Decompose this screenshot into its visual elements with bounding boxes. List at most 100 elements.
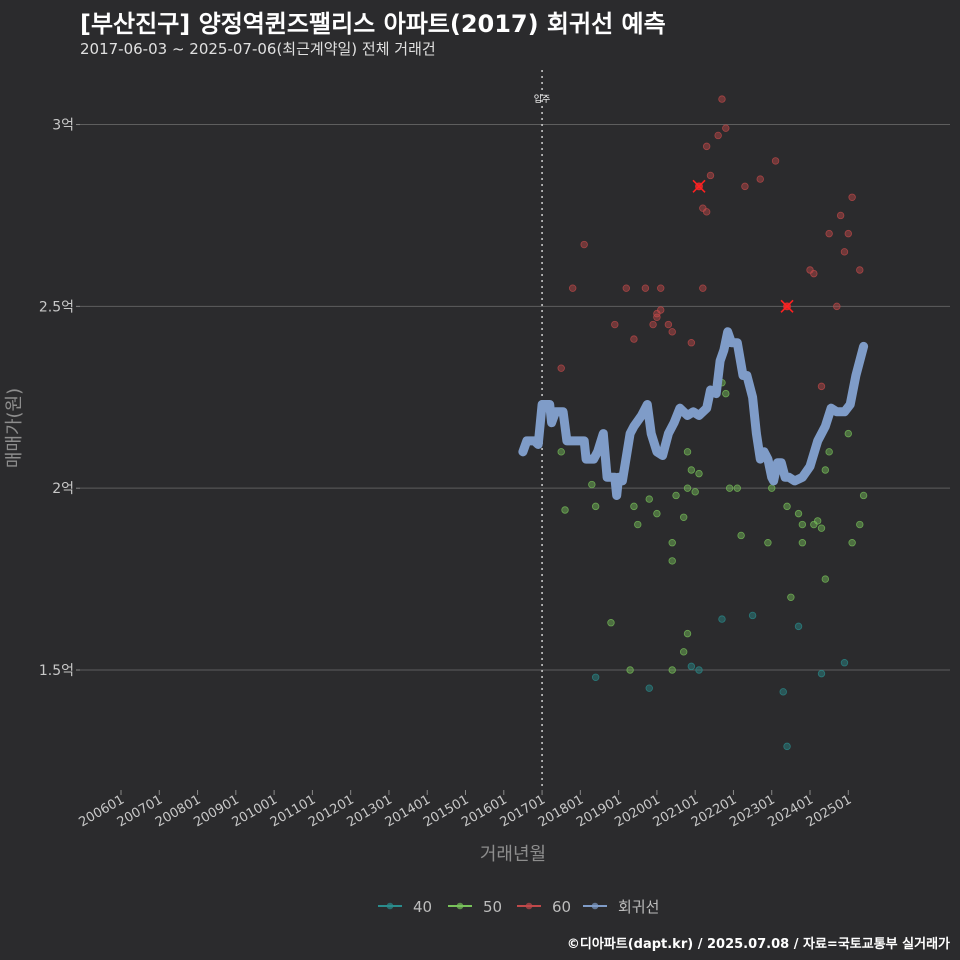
point-60	[622, 284, 630, 292]
point-60	[687, 339, 696, 347]
point-50	[687, 466, 696, 474]
grid-lines	[80, 124, 950, 671]
point-50	[722, 389, 730, 398]
point-50	[557, 448, 565, 456]
x-axis-title: 거래년월	[480, 844, 546, 865]
point-50	[668, 539, 676, 547]
point-50	[787, 593, 795, 601]
point-50	[859, 491, 868, 500]
chart-title: [부산진구] 양정역퀸즈팰리스 아파트(2017) 회귀선 예측	[80, 10, 666, 38]
point-50	[764, 539, 772, 547]
point-60	[848, 193, 856, 201]
point-40	[783, 742, 791, 751]
legend-swatch-dot	[525, 902, 533, 910]
point-50	[844, 429, 852, 438]
point-60	[722, 124, 730, 132]
point-60	[568, 284, 577, 292]
point-50	[626, 666, 634, 674]
point-50	[798, 539, 807, 547]
point-50	[634, 520, 642, 529]
legend-label: 40	[413, 898, 432, 916]
point-60	[649, 320, 657, 329]
point-50	[798, 520, 807, 529]
point-50	[817, 524, 826, 532]
y-tick-label: 3억	[52, 118, 74, 134]
point-60	[657, 284, 665, 292]
point-50	[725, 484, 734, 492]
point-50	[653, 509, 661, 518]
point-60	[668, 328, 676, 336]
legend-swatch-dot	[386, 902, 394, 910]
point-60	[657, 306, 665, 314]
point-60	[580, 240, 588, 249]
point-50	[561, 506, 569, 514]
legend-label: 50	[483, 898, 502, 916]
point-60	[810, 269, 818, 278]
point-40	[817, 669, 826, 678]
y-tick-label: 2.5억	[39, 299, 74, 315]
point-50	[695, 469, 703, 478]
legend-item-50: 50	[448, 898, 502, 916]
highlight-point	[780, 299, 794, 313]
point-60	[664, 320, 673, 329]
legend-label: 회귀선	[618, 898, 659, 916]
point-50	[848, 539, 856, 547]
point-40	[718, 615, 726, 623]
point-60	[702, 208, 711, 216]
point-50	[813, 517, 822, 525]
legend-swatch-dot	[591, 902, 599, 910]
point-50	[783, 502, 791, 511]
point-50	[645, 495, 653, 503]
legend-item-60: 60	[517, 898, 571, 916]
regression-line-group	[518, 327, 869, 500]
highlight-cross-b	[780, 299, 794, 313]
regression-line	[518, 327, 869, 500]
point-50	[588, 480, 596, 489]
point-60	[741, 182, 749, 191]
point-60	[771, 157, 780, 165]
y-axis-ticks: 1.5억 2억 2.5억 3억	[39, 118, 80, 679]
point-60	[756, 175, 764, 183]
point-60	[817, 382, 826, 391]
legend: 40 50 60 회귀선	[378, 898, 659, 916]
point-50	[691, 488, 699, 496]
point-40	[645, 684, 653, 692]
point-60	[630, 335, 638, 343]
point-50	[679, 648, 688, 656]
y-axis-title: 매매가(원)	[4, 388, 25, 468]
point-60	[836, 211, 845, 220]
point-40	[779, 688, 787, 696]
footer-credit: ©디아파트(dapt.kr) / 2025.07.08 / 자료=국토교통부 실…	[566, 937, 950, 952]
point-50	[856, 520, 864, 529]
point-50	[683, 484, 692, 492]
point-50	[607, 619, 615, 627]
point-50	[768, 484, 776, 492]
point-50	[821, 466, 830, 474]
point-60	[641, 284, 650, 292]
point-50	[733, 484, 741, 492]
highlight-cross-b	[692, 179, 706, 193]
point-60	[702, 142, 711, 151]
point-40	[687, 662, 696, 671]
point-50	[668, 666, 676, 674]
point-60	[718, 95, 726, 103]
point-50	[683, 629, 692, 638]
legend-label: 60	[552, 898, 571, 916]
data-points	[557, 95, 868, 751]
point-60	[840, 248, 849, 256]
point-60	[856, 266, 864, 274]
highlight-markers	[692, 179, 794, 313]
y-tick-label: 1.5억	[39, 663, 74, 679]
point-60	[611, 320, 619, 329]
point-50	[668, 557, 676, 565]
legend-item-40: 40	[378, 898, 432, 916]
point-50	[794, 509, 803, 518]
x-axis-ticks: 2006012007012008012009012010012011012012…	[77, 790, 854, 830]
chart-subtitle: 2017-06-03 ~ 2025-07-06(최근계약일) 전체 거래건	[80, 40, 436, 58]
point-40	[695, 666, 703, 674]
point-40	[748, 611, 757, 620]
point-60	[699, 284, 707, 292]
point-50	[672, 491, 680, 500]
point-40	[591, 673, 600, 681]
